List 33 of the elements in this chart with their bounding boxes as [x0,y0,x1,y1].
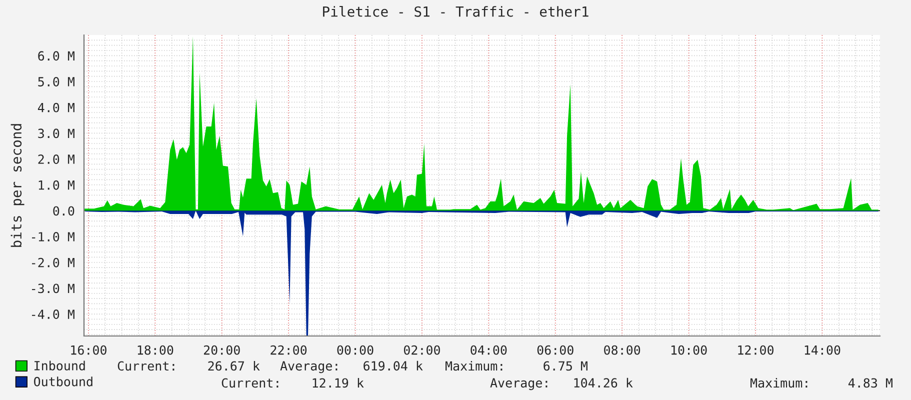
text: Maximum: 6.75 M [446,360,588,371]
y-tick-label: -3.0 M [32,284,74,294]
y-tick-label: 3.0 M [38,128,74,138]
x-tick-label: 18:00 [138,345,174,355]
y-tick-label: -4.0 M [32,310,74,319]
x-tick-label: 20:00 [204,345,240,355]
x-tick-label: 00:00 [337,345,374,355]
y-tick-label: 4.0 M [38,102,74,112]
x-tick-label: 16:00 [71,345,106,355]
x-tick-label: 10:00 [671,345,707,355]
text: Average: 104.26 k [490,378,633,390]
x-tick-label: 12:00 [738,345,774,355]
x-tick-label: 06:00 [537,345,574,355]
legend-label: Outbound [34,376,92,386]
y-tick-label: 2.0 M [38,154,74,164]
y-tick-label: 6.0 M [38,51,74,61]
text: Maximum: 4.83 M [750,378,892,388]
chart-title: Piletice - S1 - Traffic - ether1 [323,6,588,17]
x-tick-label: 02:00 [404,345,440,355]
text: Current: 26.67 k [118,360,260,371]
x-tick-label: 22:00 [270,345,307,355]
x-tick-label: 08:00 [604,345,640,355]
x-tick-label: 14:00 [804,345,840,355]
y-axis-title: bits per second [10,124,24,247]
y-tick-label: 5.0 M [38,77,74,86]
legend-label: Inbound [34,360,85,370]
text: Average: 619.04 k [280,360,423,374]
text: Current: 12.19 k [222,378,364,388]
y-tick-label: -2.0 M [32,258,74,268]
y-tick-label: 1.0 M [38,180,74,190]
y-tick-label: -1.0 M [32,232,74,242]
x-tick-label: 04:00 [470,345,507,355]
y-tick-label: 0.0 [53,206,74,216]
